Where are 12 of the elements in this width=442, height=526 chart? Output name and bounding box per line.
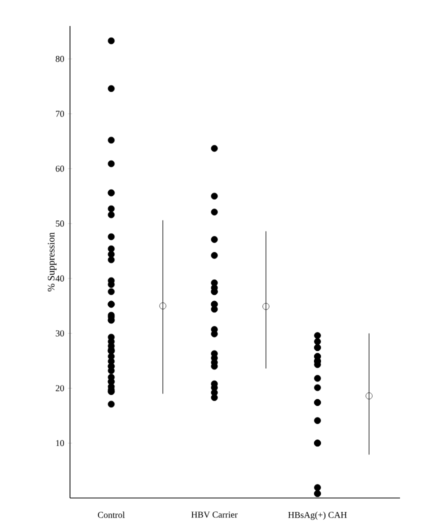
y-tick-label: 30 [56,330,64,336]
x-tick-label: HBsAg(+) CAH [288,512,347,520]
y-tick-label: 60 [56,166,64,172]
y-tick-label: 40 [56,275,64,282]
y-tick-label: 20 [56,385,64,392]
y-axis-title: % Suppression [48,232,57,292]
x-tick-label: Control [98,512,125,518]
x-tick-label: HBV Carrier [191,512,238,518]
y-tick-label: 70 [56,110,64,117]
y-tick-label: 10 [56,440,64,446]
y-tick-label: 50 [56,220,64,227]
y-tick-label: 80 [56,56,64,62]
